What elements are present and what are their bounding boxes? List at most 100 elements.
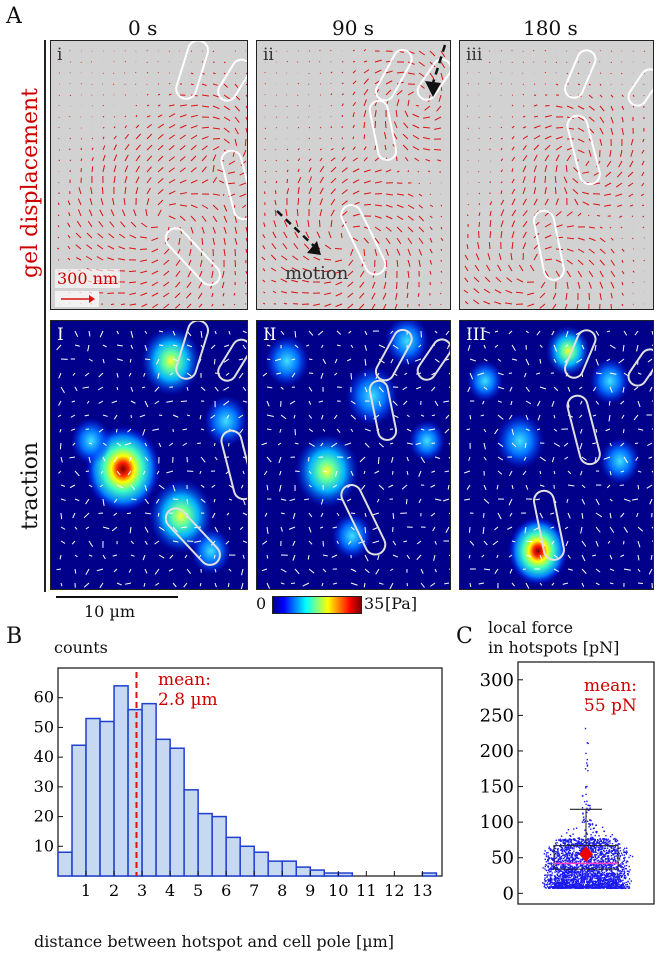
traction-vector <box>308 428 314 432</box>
displacement-arrow <box>393 121 398 129</box>
displacement-arrow <box>576 303 579 309</box>
force-point <box>587 867 589 870</box>
force-point <box>602 866 605 868</box>
displacement-arrow <box>511 209 517 217</box>
traction-vector <box>633 386 639 391</box>
traction-vector <box>553 414 556 419</box>
traction-vector <box>350 400 356 405</box>
force-point <box>556 887 559 889</box>
force-point <box>596 854 598 856</box>
force-point <box>599 843 601 845</box>
displacement-arrow <box>511 146 515 151</box>
displacement-arrow <box>179 145 186 151</box>
force-point <box>597 841 599 844</box>
panel-a-label: A <box>6 4 22 29</box>
force-point <box>549 881 552 883</box>
force-point <box>565 848 567 851</box>
traction-vector <box>211 428 216 432</box>
displacement-arrow <box>396 259 399 268</box>
displacement-arrow <box>641 182 645 187</box>
traction-vector <box>240 484 244 489</box>
force-point <box>614 840 617 843</box>
force-point <box>590 849 592 851</box>
displacement-arrow <box>124 186 127 195</box>
force-point <box>596 883 598 886</box>
displacement-arrow <box>474 264 480 272</box>
force-point <box>593 845 595 848</box>
force-point <box>547 862 549 865</box>
traction-spot <box>295 434 359 508</box>
force-point <box>613 882 616 885</box>
force-point <box>568 847 570 849</box>
force-point <box>573 850 575 852</box>
traction-vector <box>567 568 573 571</box>
force-point <box>596 874 598 876</box>
force-point <box>612 847 615 849</box>
displacement-arrow <box>423 136 431 140</box>
displacement-arrow <box>223 237 226 245</box>
force-point <box>564 885 567 887</box>
force-point <box>614 873 617 876</box>
force-point <box>589 871 591 874</box>
displacement-arrow <box>113 176 116 184</box>
displacement-arrow <box>621 303 624 307</box>
traction-vector <box>553 386 559 392</box>
displacement-arrow <box>407 170 410 173</box>
traction-vector <box>378 400 382 407</box>
traction-vector <box>434 330 438 334</box>
force-point <box>617 876 619 878</box>
traction-vector <box>524 372 527 378</box>
traction-vector <box>566 498 569 503</box>
force-point <box>587 885 589 887</box>
force-point <box>596 860 598 862</box>
force-point <box>595 831 598 834</box>
displacement-arrow <box>308 148 311 151</box>
displacement-arrow <box>264 170 267 173</box>
force-point <box>565 849 568 852</box>
traction-vector <box>637 470 642 473</box>
displacement-arrow <box>383 132 387 140</box>
histogram-xtick-label: 6 <box>221 881 231 900</box>
traction-vector <box>469 372 474 380</box>
force-point <box>572 885 575 887</box>
force-point <box>549 849 552 852</box>
force-point <box>574 872 576 874</box>
displacement-arrow <box>429 226 433 231</box>
force-point <box>611 852 613 855</box>
force-point <box>590 819 592 822</box>
traction-vector <box>213 554 216 559</box>
traction-vector <box>144 498 149 505</box>
force-point <box>623 882 626 884</box>
force-point <box>594 839 597 842</box>
force-point <box>577 879 579 882</box>
force-point <box>599 880 602 883</box>
traction-vector <box>494 526 499 531</box>
force-point <box>558 878 560 880</box>
force-point <box>600 865 603 867</box>
traction-vector <box>304 498 310 501</box>
force-point <box>626 886 628 888</box>
traction-vector <box>266 428 272 431</box>
histogram-xtick-label: 13 <box>412 881 432 900</box>
traction-vector <box>361 484 366 490</box>
traction-vector <box>539 554 543 561</box>
displacement-arrow <box>201 126 210 129</box>
traction-vector <box>392 540 397 546</box>
force-point <box>613 876 615 879</box>
force-point <box>617 851 620 854</box>
traction-vector <box>98 372 104 378</box>
displacement-arrow <box>522 115 526 118</box>
traction-vector <box>564 456 569 460</box>
force-point <box>608 859 610 861</box>
traction-vector <box>525 386 530 393</box>
displacement-arrow <box>352 91 356 96</box>
displacement-arrow <box>319 61 321 63</box>
displacement-arrow <box>101 186 104 195</box>
traction-vector <box>280 386 284 390</box>
force-point <box>614 887 616 890</box>
histogram-xtick-label: 12 <box>384 881 404 900</box>
force-point <box>557 839 560 841</box>
force-point <box>599 866 601 868</box>
force-point <box>610 883 613 886</box>
force-point <box>592 883 594 885</box>
